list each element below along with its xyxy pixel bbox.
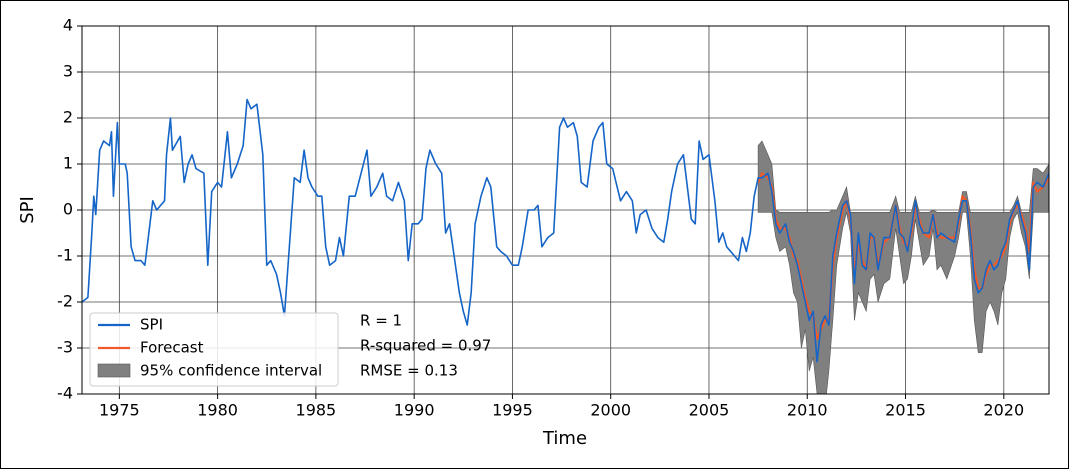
y-tick-label: 4 bbox=[63, 16, 73, 35]
y-tick-label: -1 bbox=[57, 246, 73, 265]
annotation: RMSE = 0.13 bbox=[360, 362, 458, 380]
legend-label: Forecast bbox=[140, 339, 204, 357]
y-tick-label: -2 bbox=[57, 292, 73, 311]
y-tick-label: -3 bbox=[57, 338, 73, 357]
annotation: R-squared = 0.97 bbox=[360, 337, 491, 355]
x-tick-label: 2020 bbox=[983, 401, 1024, 420]
x-tick-label: 1990 bbox=[394, 401, 435, 420]
x-tick-label: 1995 bbox=[492, 401, 533, 420]
ticks: -4 -3 -2 -1 0 1 2 3 4 1975 1980 1985 1990 1995 2000 200… bbox=[57, 16, 1024, 420]
x-tick-label: 1985 bbox=[296, 401, 337, 420]
plot-area bbox=[82, 98, 1049, 394]
legend-swatch bbox=[97, 363, 131, 378]
series-line bbox=[82, 98, 1049, 363]
y-tick-label: 1 bbox=[63, 154, 73, 173]
y-axis-label: SPI bbox=[17, 196, 38, 224]
x-tick-label: 2015 bbox=[885, 401, 926, 420]
x-tick-label: 2005 bbox=[689, 401, 730, 420]
legend-label: 95% confidence interval bbox=[140, 362, 322, 380]
y-tick-label: 3 bbox=[63, 62, 73, 81]
y-tick-label: -4 bbox=[57, 384, 73, 403]
x-tick-label: 2000 bbox=[590, 401, 631, 420]
annotations: R = 1 R-squared = 0.97 RMSE = 0.13 bbox=[360, 312, 491, 380]
x-tick-label: 1975 bbox=[99, 401, 140, 420]
annotation: R = 1 bbox=[360, 312, 402, 330]
legend-label: SPI bbox=[140, 316, 163, 334]
legend-box bbox=[89, 312, 339, 387]
y-tick-label: 2 bbox=[63, 108, 73, 127]
x-axis-label: Time bbox=[542, 428, 587, 449]
x-tick-label: 2010 bbox=[787, 401, 828, 420]
y-tick-label: 0 bbox=[63, 200, 73, 219]
x-tick-label: 1980 bbox=[197, 401, 238, 420]
legend: SPI Forecast 95% confidence interval bbox=[89, 312, 339, 387]
